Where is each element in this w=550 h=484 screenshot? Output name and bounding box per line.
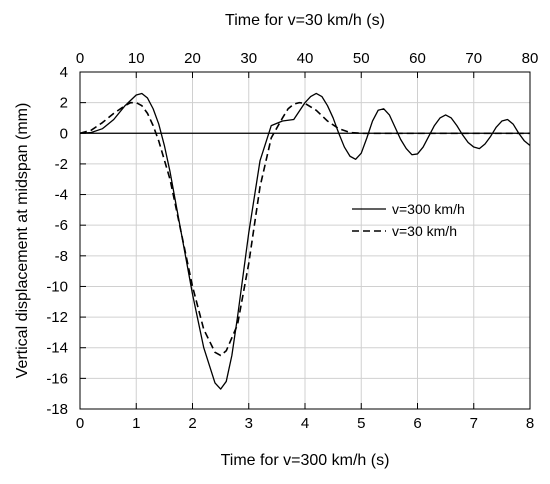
series-line-v300 — [79, 92, 531, 390]
top-x-tick-label: 10 — [128, 50, 145, 67]
top-x-tick-label: 20 — [184, 50, 201, 67]
legend-label-v30: v=30 km/h — [392, 223, 457, 239]
y-tick-label: -4 — [55, 187, 68, 204]
top-x-axis-title: Time for v=30 km/h (s) — [225, 12, 385, 29]
top-x-tick-label: 0 — [76, 50, 84, 67]
x-tick-label: 1 — [132, 415, 140, 432]
x-tick-label: 4 — [301, 415, 309, 432]
y-tick-label: -16 — [46, 370, 68, 387]
grid-lines — [80, 72, 530, 409]
y-tick-label: 4 — [60, 64, 68, 81]
x-axis-title: Time for v=300 km/h (s) — [221, 452, 390, 469]
top-x-tick-label: 50 — [353, 50, 370, 67]
tick-marks — [79, 71, 531, 410]
y-tick-label: 0 — [60, 125, 68, 142]
y-tick-label: -18 — [46, 401, 68, 418]
tick-labels: 0 1 2 3 4 5 6 7 80 10 20 30 40 50 60 70 80420-2-4-6-8-10… — [46, 50, 538, 432]
top-x-tick-label: 80 — [522, 50, 539, 67]
top-x-tick-label: 40 — [297, 50, 314, 67]
y-tick-label: -2 — [55, 156, 68, 173]
top-x-tick-label: 30 — [240, 50, 257, 67]
top-x-tick-label: 70 — [465, 50, 482, 67]
x-tick-label: 5 — [357, 415, 365, 432]
x-tick-label: 7 — [470, 415, 478, 432]
y-axis-title: Vertical displacement at midspan (mm) — [14, 103, 31, 379]
x-tick-label: 2 — [188, 415, 196, 432]
y-tick-label: -14 — [46, 340, 68, 357]
x-tick-label: 0 — [76, 415, 84, 432]
y-tick-label: 2 — [60, 95, 68, 112]
top-x-tick-label: 60 — [409, 50, 426, 67]
y-tick-label: -8 — [55, 248, 68, 265]
series-lines — [79, 92, 531, 390]
legend-label-v300: v=300 km/h — [392, 201, 465, 217]
x-tick-label: 6 — [413, 415, 421, 432]
series-line-v30 — [79, 101, 530, 357]
y-tick-label: -10 — [46, 278, 68, 295]
y-tick-label: -6 — [55, 217, 68, 234]
x-tick-label: 8 — [526, 415, 534, 432]
legend: v=300 km/h v=30 km/h — [352, 201, 465, 239]
y-tick-label: -12 — [46, 309, 68, 326]
x-tick-label: 3 — [245, 415, 253, 432]
